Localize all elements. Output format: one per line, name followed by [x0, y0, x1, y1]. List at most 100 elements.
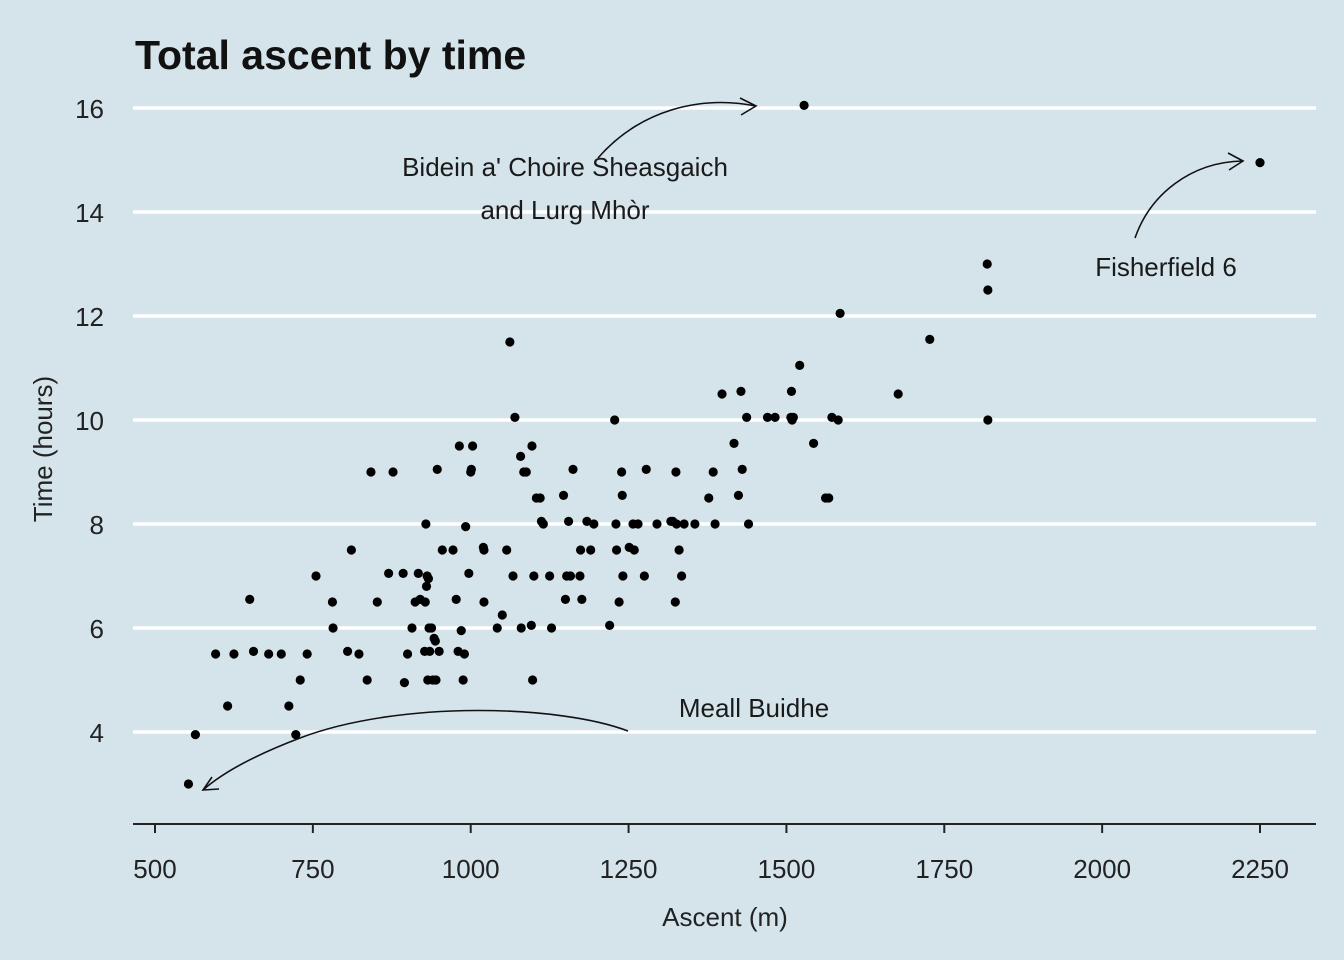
data-point [516, 623, 526, 633]
data-point [302, 649, 312, 659]
data-point [535, 493, 545, 503]
x-axis-title: Ascent (m) [662, 902, 788, 932]
x-tick-label-1500: 1500 [758, 854, 816, 884]
y-tick-label-14: 14 [75, 198, 104, 228]
data-point [545, 571, 555, 581]
data-point [743, 519, 754, 529]
data-point [729, 438, 739, 448]
data-point [510, 412, 520, 422]
data-point [770, 412, 780, 422]
data-point [652, 519, 662, 529]
annotation-bidein-arrowhead [739, 97, 758, 116]
data-point [295, 675, 305, 685]
data-point [677, 571, 687, 581]
data-point [611, 519, 621, 529]
data-point [639, 571, 649, 581]
data-point [824, 493, 834, 503]
x-tick-label-500: 500 [133, 854, 176, 884]
data-point [456, 626, 466, 636]
data-point [546, 623, 557, 633]
data-point [605, 620, 615, 631]
data-point [229, 649, 239, 659]
data-point [372, 597, 382, 607]
data-point [479, 597, 489, 607]
y-tick-label-4: 4 [90, 718, 104, 748]
data-point [466, 464, 476, 474]
data-point [459, 649, 469, 659]
data-point [497, 610, 507, 620]
annotation-meall-buidhe: Meall Buidhe [201, 693, 829, 791]
data-point [527, 441, 537, 451]
data-point [575, 571, 585, 581]
data-point [384, 568, 394, 579]
data-point [502, 545, 512, 555]
data-points [183, 100, 1265, 789]
data-point [366, 467, 376, 477]
data-point [610, 415, 620, 425]
data-point [464, 568, 474, 579]
data-point [611, 545, 622, 555]
data-point [674, 545, 684, 555]
data-point [670, 597, 680, 607]
data-point [762, 412, 773, 422]
annotation-fisherfield-label: Fisherfield 6 [1095, 252, 1237, 282]
annotation-bidein-line1: Bidein a' Choire Sheasgaich [402, 152, 728, 182]
data-point [736, 386, 746, 396]
data-point [248, 646, 259, 657]
data-point [458, 675, 468, 685]
annotation-fisherfield: Fisherfield 6 [1095, 152, 1245, 282]
data-point [328, 623, 338, 633]
data-point [407, 623, 417, 633]
x-tick-label-2000: 2000 [1073, 854, 1131, 884]
data-point [708, 467, 718, 477]
y-tick-label-6: 6 [90, 614, 104, 644]
data-point [983, 285, 993, 295]
annotation-meall-buidhe-label: Meall Buidhe [679, 693, 829, 723]
data-point [479, 545, 489, 555]
axes [133, 823, 1316, 833]
data-point [565, 571, 576, 581]
data-point [468, 441, 478, 451]
data-point [717, 389, 727, 399]
data-point [399, 678, 410, 688]
data-point [671, 519, 682, 529]
data-point [362, 675, 372, 685]
data-point [527, 675, 538, 685]
data-point [983, 415, 993, 425]
tick-labels: 4 6 8 10 12 14 16 500 750 1000 1250 1500 1750 2000 225… [75, 94, 1289, 884]
annotation-bidein: Bidein a' Choire Sheasgaich and Lurg Mhò… [402, 97, 758, 225]
data-point [291, 730, 301, 740]
data-point [737, 464, 747, 474]
y-tick-label-12: 12 [75, 302, 104, 332]
data-point [327, 597, 338, 607]
data-point [808, 438, 819, 448]
data-point [671, 467, 681, 477]
annotation-meall-buidhe-arrowhead [201, 776, 220, 791]
x-tick-label-1750: 1750 [915, 854, 973, 884]
data-point [426, 623, 437, 633]
annotation-fisherfield-arrow [1134, 160, 1244, 239]
data-point [925, 334, 935, 344]
data-point [618, 571, 628, 581]
data-point [420, 597, 430, 607]
data-point [799, 100, 809, 110]
data-point [432, 464, 442, 474]
data-point [710, 519, 720, 529]
data-point [742, 412, 752, 422]
x-tick-label-2250: 2250 [1231, 854, 1289, 884]
data-point [398, 568, 408, 579]
data-point [311, 571, 321, 581]
x-tick-label-1250: 1250 [600, 854, 658, 884]
data-point [633, 519, 643, 529]
data-point [617, 467, 627, 477]
data-point [421, 519, 431, 529]
data-point [354, 649, 364, 659]
data-point [402, 649, 413, 659]
data-point [264, 649, 274, 659]
data-point [614, 597, 624, 607]
data-point [563, 516, 574, 527]
data-point [568, 464, 578, 474]
data-point [529, 571, 539, 581]
